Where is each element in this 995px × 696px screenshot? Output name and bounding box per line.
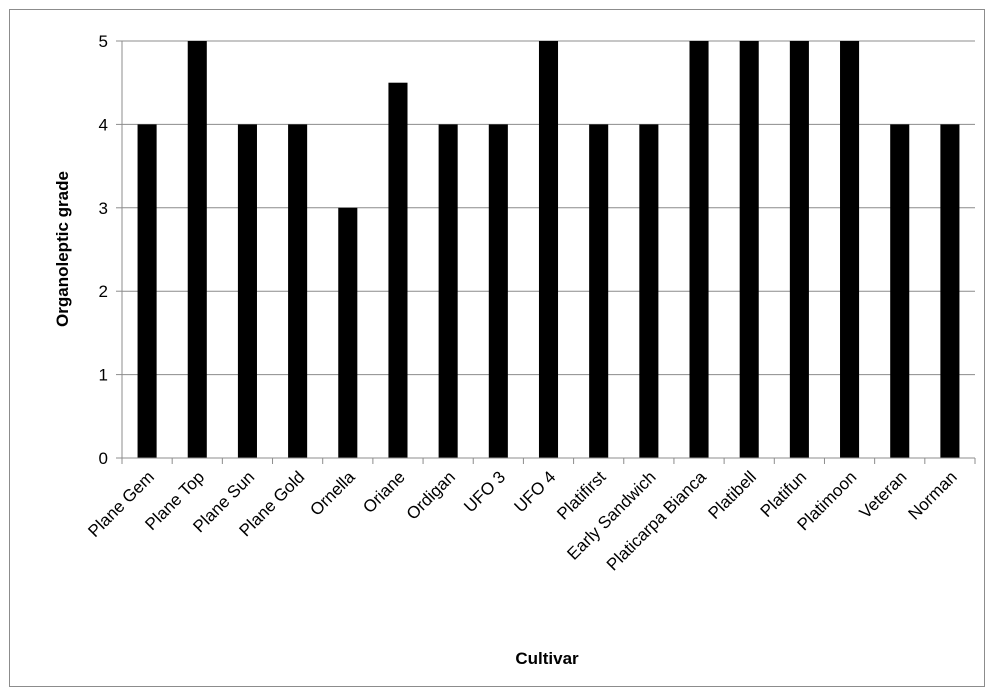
x-tick-label: Ordigan xyxy=(403,467,459,523)
bar xyxy=(639,124,659,459)
x-tick-label: Platibell xyxy=(704,467,760,523)
x-tick-label: Plane Gem xyxy=(84,467,158,541)
x-tick-label: Ornella xyxy=(306,467,359,520)
bar xyxy=(789,41,809,458)
y-tick-label: 2 xyxy=(99,282,108,301)
bar xyxy=(689,41,709,458)
bar xyxy=(237,124,257,459)
x-tick-label: UFO 3 xyxy=(460,467,509,516)
bar xyxy=(739,41,759,458)
bar xyxy=(589,124,609,459)
y-tick-label: 1 xyxy=(99,366,108,385)
axes xyxy=(116,40,976,464)
x-tick-label: Norman xyxy=(905,467,961,523)
x-axis-title: Cultivar xyxy=(515,649,579,668)
x-tick-label: Oriane xyxy=(359,467,409,517)
bar xyxy=(840,41,860,458)
y-tick-label: 3 xyxy=(99,199,108,218)
bar xyxy=(288,124,308,459)
bar xyxy=(488,124,508,459)
bar xyxy=(538,41,559,458)
bar xyxy=(187,41,207,458)
y-tick-label: 4 xyxy=(99,115,108,134)
bar xyxy=(438,124,458,459)
bar xyxy=(388,82,408,458)
y-axis-title: Organoleptic grade xyxy=(53,171,72,327)
x-tick-label: UFO 4 xyxy=(510,467,559,516)
x-tick-label: Early Sandwich xyxy=(563,467,659,563)
y-tick-label: 5 xyxy=(99,32,108,51)
y-tick-labels: 0 1 2 3 4 5 xyxy=(99,32,108,468)
y-tick-label: 0 xyxy=(99,449,108,468)
x-tick-label: Veteran xyxy=(856,467,911,522)
bar xyxy=(890,124,910,459)
bars xyxy=(137,41,960,459)
bar xyxy=(137,124,157,459)
bar xyxy=(940,124,960,459)
bar xyxy=(338,207,358,458)
